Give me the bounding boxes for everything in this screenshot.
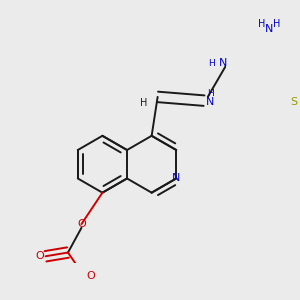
Text: S: S (290, 97, 297, 107)
Text: N: N (219, 58, 227, 68)
Text: H: H (207, 89, 213, 98)
Text: O: O (87, 272, 96, 281)
Text: O: O (77, 219, 86, 229)
Text: H: H (258, 19, 265, 28)
Text: H: H (273, 19, 280, 28)
Text: N: N (172, 173, 181, 184)
Text: O: O (35, 251, 44, 261)
Text: H: H (140, 98, 148, 108)
Text: H: H (208, 59, 215, 68)
Text: N: N (206, 97, 214, 107)
Text: N: N (265, 24, 273, 34)
